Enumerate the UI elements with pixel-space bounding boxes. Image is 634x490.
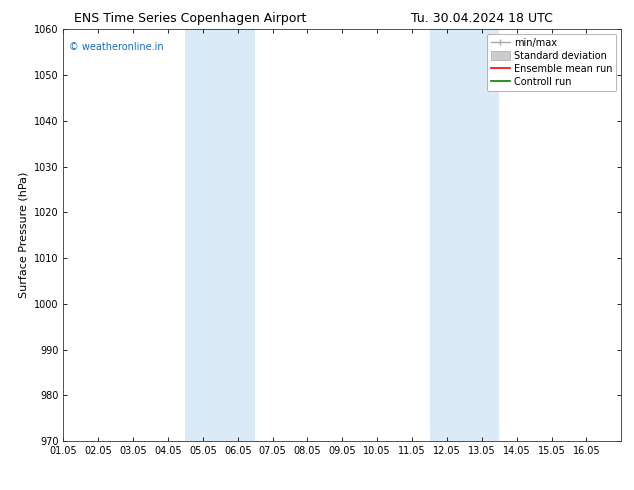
Bar [429,29,500,441]
Text: © weatheronline.in: © weatheronline.in [69,42,164,52]
Y-axis label: Surface Pressure (hPa): Surface Pressure (hPa) [18,172,29,298]
Bar [185,29,255,441]
Text: Tu. 30.04.2024 18 UTC: Tu. 30.04.2024 18 UTC [411,12,553,25]
Text: ENS Time Series Copenhagen Airport: ENS Time Series Copenhagen Airport [74,12,306,25]
Legend: min/max, Standard deviation, Ensemble mean run, Controll run: min/max, Standard deviation, Ensemble me… [487,34,616,91]
